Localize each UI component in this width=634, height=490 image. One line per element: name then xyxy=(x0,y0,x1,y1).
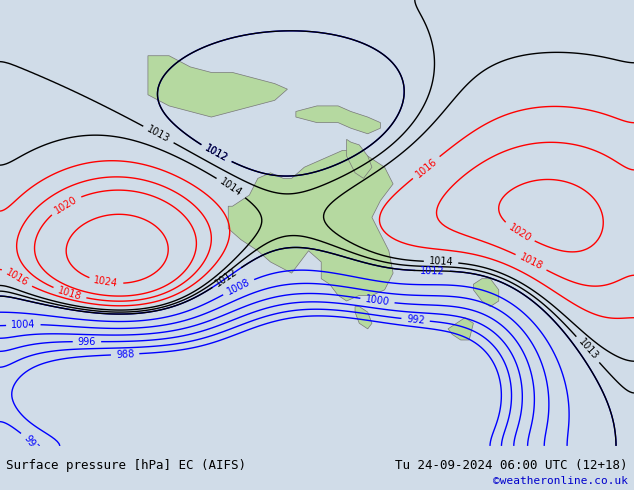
Polygon shape xyxy=(148,56,287,117)
Text: 1024: 1024 xyxy=(93,275,119,289)
Text: 1000: 1000 xyxy=(365,294,391,307)
Text: 1018: 1018 xyxy=(518,252,545,272)
Text: 1014: 1014 xyxy=(218,177,244,199)
Text: 1012: 1012 xyxy=(203,143,230,164)
Text: 1013: 1013 xyxy=(576,337,600,362)
Text: 1016: 1016 xyxy=(413,156,439,179)
Text: 1014: 1014 xyxy=(429,256,453,268)
Text: 988: 988 xyxy=(115,349,134,360)
Text: 1012: 1012 xyxy=(203,143,230,164)
Polygon shape xyxy=(228,150,393,301)
Text: Tu 24-09-2024 06:00 UTC (12+18): Tu 24-09-2024 06:00 UTC (12+18) xyxy=(395,459,628,472)
Text: 1012: 1012 xyxy=(214,267,240,289)
Text: ©weatheronline.co.uk: ©weatheronline.co.uk xyxy=(493,476,628,486)
Text: 1020: 1020 xyxy=(507,222,533,244)
Text: 992: 992 xyxy=(406,314,425,326)
Text: 1004: 1004 xyxy=(11,319,36,330)
Polygon shape xyxy=(448,318,474,340)
Text: 1008: 1008 xyxy=(225,277,252,297)
Polygon shape xyxy=(347,139,372,178)
Text: 992: 992 xyxy=(22,433,41,454)
Text: 1020: 1020 xyxy=(53,194,79,215)
Polygon shape xyxy=(296,106,380,134)
Polygon shape xyxy=(474,279,499,307)
Text: 1016: 1016 xyxy=(4,268,30,289)
Polygon shape xyxy=(355,307,372,329)
Text: Surface pressure [hPa] EC (AIFS): Surface pressure [hPa] EC (AIFS) xyxy=(6,459,247,472)
Text: 1012: 1012 xyxy=(420,266,445,276)
Text: 996: 996 xyxy=(78,337,96,346)
Text: 1018: 1018 xyxy=(56,285,83,302)
Text: 1013: 1013 xyxy=(145,124,172,145)
